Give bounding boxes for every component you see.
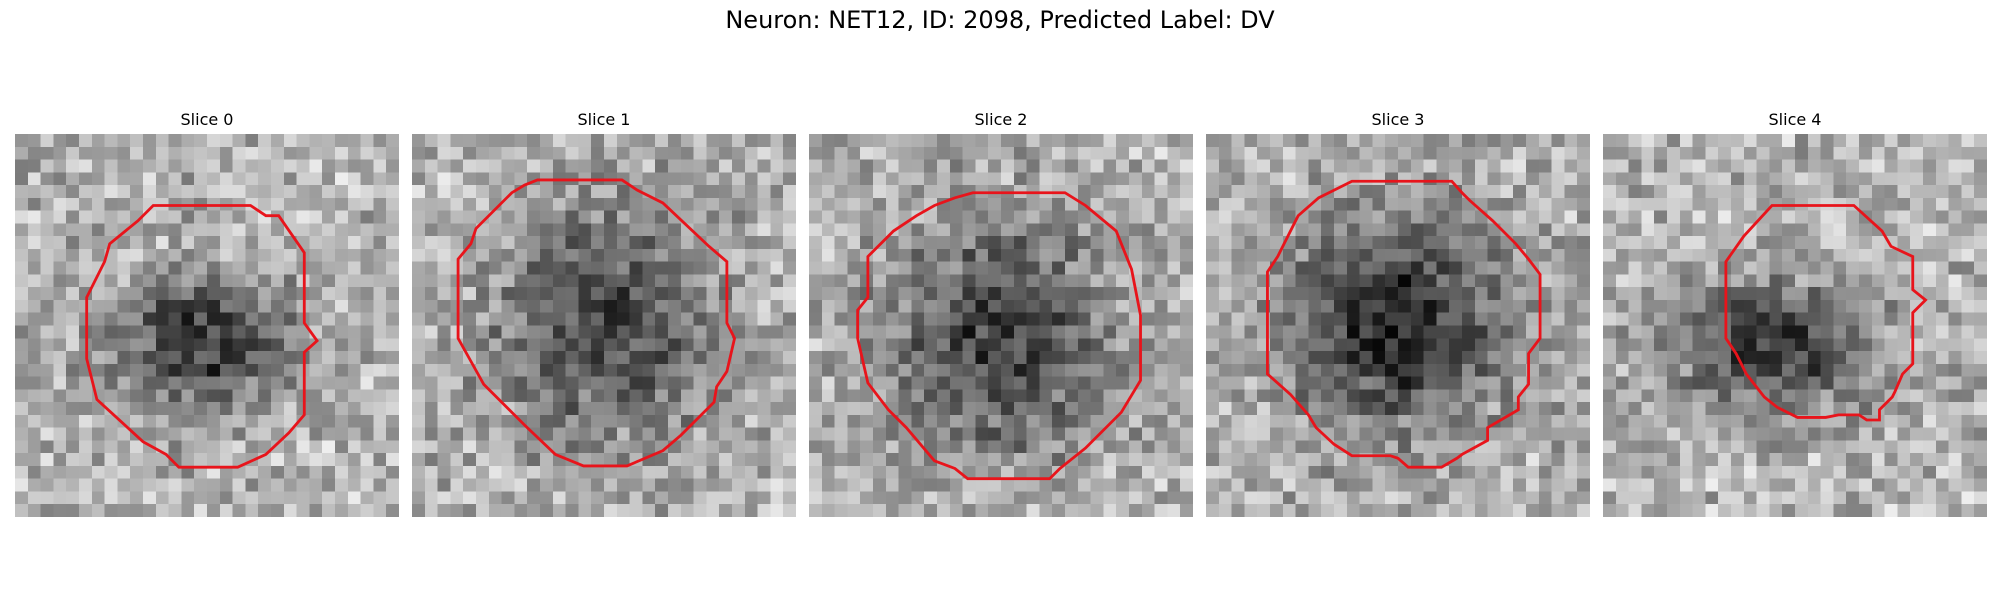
slice-image xyxy=(15,134,399,517)
roi-contour xyxy=(1724,204,1928,422)
slice-panel: Slice 2 xyxy=(809,0,1193,600)
slice-title: Slice 0 xyxy=(180,110,234,129)
slice-image xyxy=(1206,134,1590,517)
slice-title: Slice 4 xyxy=(1768,110,1822,129)
slice-panel: Slice 3 xyxy=(1206,0,1590,600)
slice-image xyxy=(809,134,1193,517)
roi-contour xyxy=(1266,179,1542,469)
slice-panel: Slice 4 xyxy=(1603,0,1987,600)
slice-title: Slice 2 xyxy=(974,110,1028,129)
roi-contour xyxy=(856,191,1142,481)
slice-panel: Slice 0 xyxy=(15,0,399,600)
slice-image xyxy=(1603,134,1987,517)
slice-title: Slice 3 xyxy=(1371,110,1425,129)
roi-contour xyxy=(85,204,319,469)
figure-title: Neuron: NET12, ID: 2098, Predicted Label… xyxy=(725,6,1275,34)
slice-title: Slice 1 xyxy=(577,110,631,129)
roi-contour xyxy=(456,178,737,468)
slice-panel: Slice 1 xyxy=(412,0,796,600)
slice-image xyxy=(412,134,796,517)
